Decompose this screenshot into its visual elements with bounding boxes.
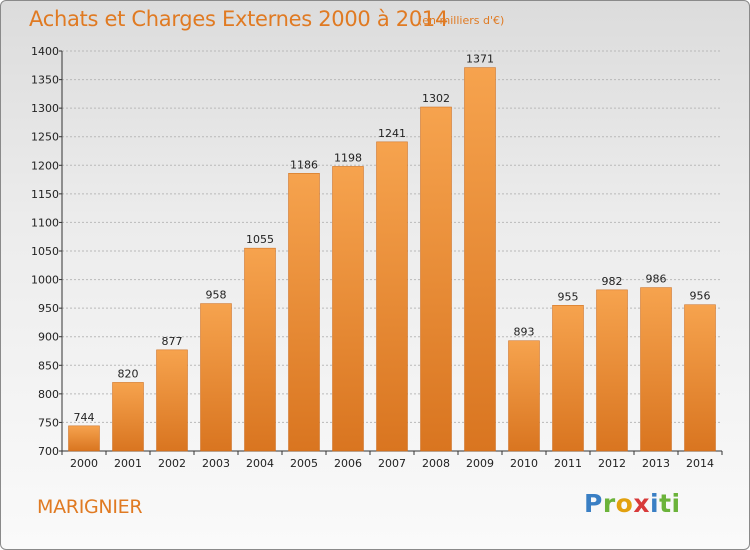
data-labels: 744 820 877 958 1055 1186 1198 1241 1302 1371 893 9…	[74, 53, 711, 424]
axes: 700 750 800 850 900 950 1000 1050 1100 1150 1200 12…	[31, 45, 723, 470]
y-tick-label: 1350	[31, 74, 59, 87]
y-tick-label: 1300	[31, 102, 59, 115]
y-tick-label: 950	[38, 302, 59, 315]
x-tick-label-2006: 2006	[334, 457, 362, 470]
data-label-2002: 877	[162, 335, 183, 348]
y-tick-label: 1100	[31, 216, 59, 229]
proxiti-logo: Proxiti	[584, 489, 681, 518]
data-label-2005: 1186	[290, 158, 318, 171]
chart-title: Achats et Charges Externes 2000 à 2014	[29, 7, 449, 31]
y-tick-label: 1000	[31, 274, 59, 287]
bar-2005	[288, 173, 320, 452]
bar-2006	[332, 166, 364, 452]
bar-2012	[596, 289, 628, 452]
x-tick-label-2007: 2007	[378, 457, 406, 470]
bars	[68, 67, 716, 452]
bar-2011	[552, 305, 584, 452]
bar-2002	[156, 349, 188, 452]
data-label-2011: 955	[558, 290, 579, 303]
y-tick-label: 1050	[31, 245, 59, 258]
x-tick-label-2003: 2003	[202, 457, 230, 470]
data-label-2009: 1371	[466, 53, 494, 66]
y-tick-label: 900	[38, 331, 59, 344]
x-tick-label-2004: 2004	[246, 457, 274, 470]
y-tick-label: 1250	[31, 131, 59, 144]
x-tick-label-2009: 2009	[466, 457, 494, 470]
bar-2003	[200, 303, 232, 452]
bar-2009	[464, 67, 496, 452]
data-label-2013: 986	[646, 273, 667, 286]
data-label-2000: 744	[74, 411, 95, 424]
data-label-2008: 1302	[422, 92, 450, 105]
data-label-2007: 1241	[378, 127, 406, 140]
data-label-2006: 1198	[334, 151, 362, 164]
bar-2014	[684, 304, 716, 452]
y-tick-label: 700	[38, 445, 59, 458]
bar-2007	[376, 141, 408, 452]
x-tick-label-2014: 2014	[686, 457, 714, 470]
data-label-2004: 1055	[246, 233, 274, 246]
y-tick-label: 850	[38, 359, 59, 372]
x-tick-label-2010: 2010	[510, 457, 538, 470]
data-label-2014: 956	[690, 290, 711, 303]
bar-2008	[420, 106, 452, 452]
x-tick-label-2001: 2001	[114, 457, 142, 470]
x-tick-label-2005: 2005	[290, 457, 318, 470]
x-tick-label-2012: 2012	[598, 457, 626, 470]
x-tick-label-2002: 2002	[158, 457, 186, 470]
bar-2013	[640, 287, 672, 452]
x-tick-label-2011: 2011	[554, 457, 582, 470]
bar-2001	[112, 382, 144, 452]
x-tick-label-2013: 2013	[642, 457, 670, 470]
y-tick-label: 1400	[31, 45, 59, 58]
data-label-2012: 982	[602, 275, 623, 288]
bar-2010	[508, 340, 540, 452]
city-name: MARIGNIER	[37, 496, 143, 518]
y-tick-label: 750	[38, 416, 59, 429]
data-label-2001: 820	[118, 367, 139, 380]
x-tick-label-2000: 2000	[70, 457, 98, 470]
bar-2000	[68, 425, 100, 452]
data-label-2003: 958	[206, 289, 227, 302]
data-label-2010: 893	[514, 326, 535, 339]
unit-note: (en milliers d'€)	[418, 14, 505, 27]
bar-2004	[244, 247, 276, 452]
y-tick-label: 1150	[31, 188, 59, 201]
x-tick-label-2008: 2008	[422, 457, 450, 470]
y-tick-label: 1200	[31, 159, 59, 172]
y-tick-label: 800	[38, 388, 59, 401]
